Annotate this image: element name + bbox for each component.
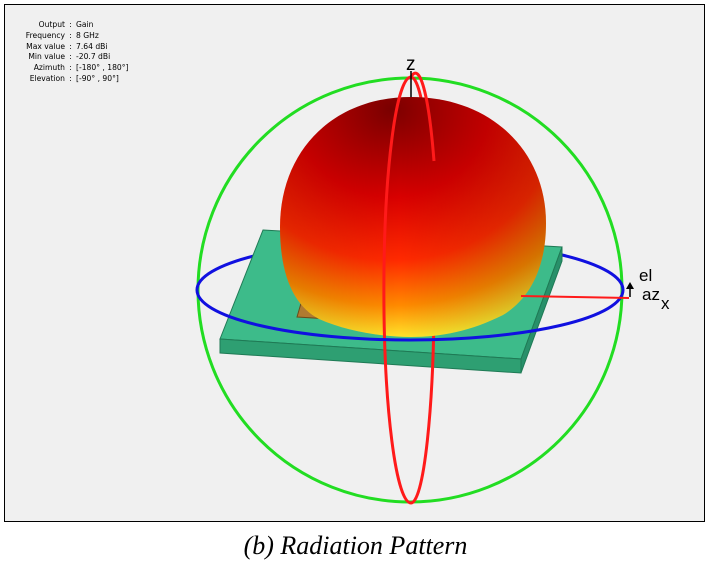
info-row-max-value: Max value:7.64 dBi [12,42,129,53]
elevation-circle-front-top [409,71,436,162]
azimuth-circle-front [195,289,625,342]
info-value: 7.64 dBi [76,41,108,51]
figure-caption: (b) Radiation Pattern [243,531,468,560]
z-axis-label: z [406,54,416,75]
info-value: [-90° , 90°] [76,73,119,83]
info-row-azimuth: Azimuth: [-180° , 180°] [12,63,129,74]
info-value: [-180° , 180°] [76,63,129,73]
info-key: Elevation [29,73,65,83]
pattern-info-panel: Output: Gain Frequency:8 GHz Max value:7.… [12,20,129,85]
el-label: el [639,266,652,285]
info-row-elevation: Elevation: [-90° , 90°] [12,74,129,85]
info-value: 8 GHz [76,30,99,40]
info-key: Min value [28,52,65,62]
info-key: Frequency [25,30,65,40]
info-row-min-value: Min value: -20.7 dBi [12,52,129,63]
elevation-circle-front [382,75,412,505]
info-row-frequency: Frequency:8 GHz [12,31,129,42]
x-axis-line [520,295,630,299]
info-value: -20.7 dBi [76,52,111,62]
el-arrow-icon [626,282,634,297]
info-key: Azimuth [33,63,65,73]
pattern-figure: Output: Gain Frequency:8 GHz Max value:7.… [4,4,705,522]
radiation-lobe [280,97,546,337]
x-axis-label: x [661,294,670,313]
info-row-output: Output: Gain [12,20,129,31]
az-label: az [642,285,660,304]
info-key: Max value [26,41,65,51]
info-key: Output [38,20,65,29]
radiation-pattern-scene[interactable]: z el az x [5,5,705,522]
info-value: Gain [76,20,94,29]
